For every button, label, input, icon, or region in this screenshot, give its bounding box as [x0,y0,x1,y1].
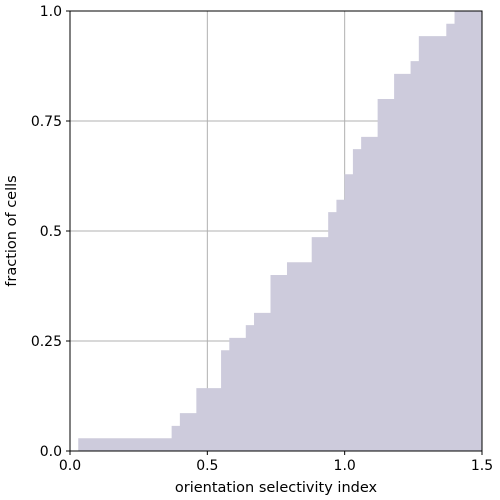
y-tick-label: 0.0 [40,444,62,460]
axis-ticks: 0.0 0.5 1.0 1.5 0.0 0.25 0.5 0.75 1.0 [31,4,493,474]
x-tick-label: 1.5 [471,458,493,474]
cdf-area [78,11,483,451]
y-tick-label: 0.25 [31,334,62,350]
y-tick-label: 0.5 [40,224,62,240]
y-axis-label: fraction of cells [4,175,20,286]
y-tick-label: 0.75 [31,114,62,130]
x-tick-label: 0.5 [196,458,218,474]
y-tick-label: 1.0 [40,4,62,20]
x-axis-label: orientation selectivity index [175,480,378,496]
x-tick-label: 0.0 [59,458,81,474]
x-tick-label: 1.0 [334,458,356,474]
